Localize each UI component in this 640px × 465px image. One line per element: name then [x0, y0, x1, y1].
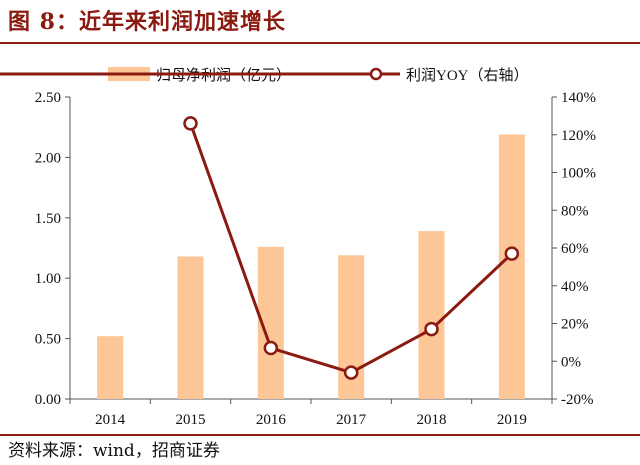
right-tick-label: 100% [561, 166, 596, 182]
yoy-line [183, 116, 520, 380]
x-tick-label: 2019 [497, 412, 527, 428]
left-tick-label: 0.00 [35, 392, 61, 408]
x-tick-label: 2014 [95, 412, 126, 428]
x-tick-label: 2018 [417, 412, 447, 428]
right-tick-label: 20% [561, 317, 589, 333]
bar-2014 [97, 336, 124, 399]
right-tick-label: 120% [561, 128, 596, 144]
yoy-point-2015 [183, 116, 198, 131]
x-tick-label: 2015 [176, 412, 206, 428]
bar-2018 [418, 231, 445, 399]
title-rule [0, 42, 640, 44]
bar-2019 [498, 134, 525, 399]
source-note: 资料来源：wind，招商证券 [8, 441, 220, 461]
legend-line-marker [369, 67, 383, 81]
source-rule [0, 434, 640, 436]
legend: 归母净利润（亿元） 利润YOY（右轴） [0, 67, 529, 84]
right-tick-label: -20% [561, 392, 594, 408]
yoy-point-2016 [263, 340, 279, 356]
x-tick-label: 2016 [256, 412, 287, 428]
right-tick-label: 80% [561, 203, 589, 219]
yoy-point-2019 [504, 246, 520, 261]
legend-line-label: 利润YOY（右轴） [406, 67, 529, 84]
right-tick-label: 0% [561, 354, 581, 370]
right-tick-label: 60% [561, 241, 589, 257]
right-tick-label: 40% [561, 279, 589, 295]
x-tick-label: 2017 [336, 412, 367, 428]
chart: 归母净利润（亿元） 利润YOY（右轴） 0.00 0.50 1.00 1.50 2.00… [0, 67, 596, 428]
yoy-point-2018 [424, 321, 439, 337]
left-tick-label: 1.50 [35, 211, 61, 227]
bar-2015 [177, 256, 204, 399]
axes: 0.00 0.50 1.00 1.50 2.00 2.50 -20% 0% 20% 40% 60% 8… [35, 90, 596, 428]
left-tick-label: 0.50 [35, 332, 61, 348]
figure-title: 图 8：近年来利润加速增长 [8, 9, 286, 35]
yoy-point-2017 [343, 365, 359, 380]
right-tick-label: 140% [561, 90, 596, 106]
bars [97, 134, 525, 399]
left-tick-label: 1.00 [35, 271, 61, 287]
left-tick-label: 2.00 [35, 150, 61, 166]
left-tick-label: 2.50 [35, 90, 61, 106]
